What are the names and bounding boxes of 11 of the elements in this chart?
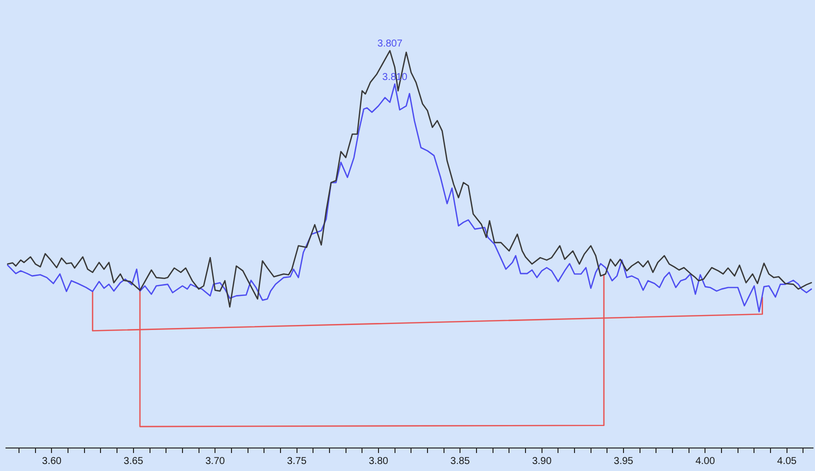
x-tick-label: 4.00 bbox=[695, 456, 716, 467]
annotation: 3.807 bbox=[377, 38, 403, 50]
x-tick-label: 3.85 bbox=[450, 456, 470, 467]
x-tick-label: 3.65 bbox=[124, 456, 144, 467]
x-tick-label: 3.80 bbox=[368, 456, 389, 467]
x-tick-label: 3.90 bbox=[532, 456, 552, 467]
x-tick-label: 3.95 bbox=[614, 456, 634, 467]
x-tick-label: 3.60 bbox=[42, 456, 62, 467]
x-tick-label: 3.70 bbox=[205, 456, 226, 467]
x-tick-label: 3.75 bbox=[287, 456, 307, 467]
x-tick-label: 4.05 bbox=[777, 456, 798, 467]
